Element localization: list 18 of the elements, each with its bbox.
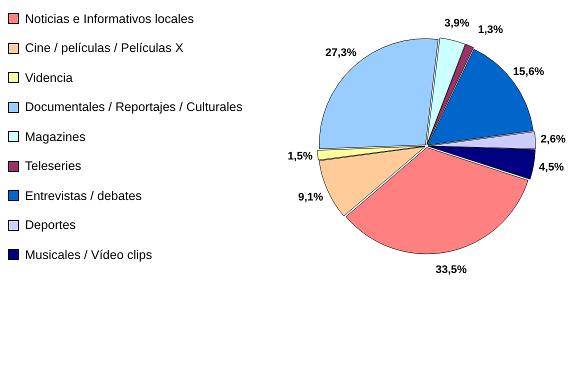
data-label: 1,3% — [478, 24, 504, 36]
legend-label: Videncia — [25, 70, 73, 85]
legend-label: Entrevistas / debates — [25, 188, 142, 203]
data-label: 3,9% — [444, 17, 470, 30]
data-label: 27,3% — [325, 47, 357, 60]
data-label: 2,6% — [540, 133, 566, 146]
legend-label: Teleseries — [25, 159, 82, 174]
data-label: 15,6% — [513, 66, 544, 78]
legend-label: Magazines — [25, 130, 86, 144]
legend-label: Noticias e Informativos locales — [25, 12, 194, 26]
legend-label: Cine / películas / Películas X — [25, 41, 184, 56]
legend-label: Documentales / Reportajes / Culturales — [25, 100, 242, 114]
legend-label: Deportes — [25, 218, 76, 232]
data-label: 9,1% — [298, 191, 324, 204]
legend-label: Musicales / Vídeo clips — [25, 248, 152, 262]
data-label: 4,5% — [538, 162, 564, 174]
data-label: 1,5% — [288, 150, 313, 163]
data-label: 33,5% — [436, 264, 467, 276]
